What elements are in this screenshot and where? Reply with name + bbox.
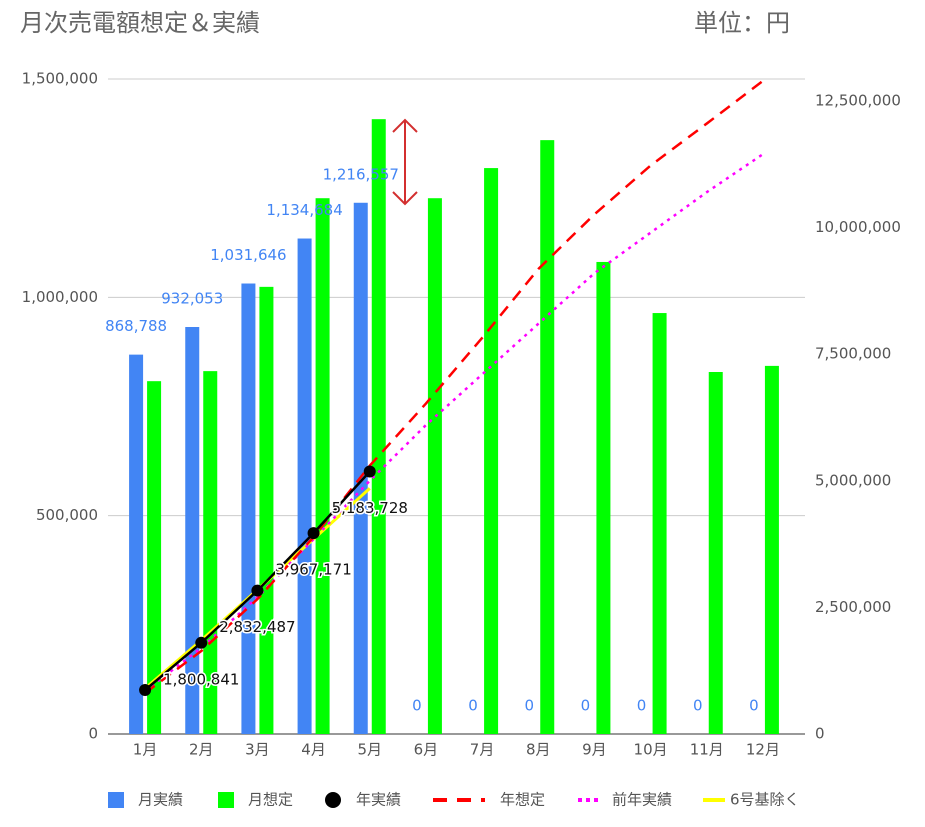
bar-value-label: 0	[581, 697, 591, 715]
bar	[427, 198, 442, 734]
bar-value-label: 1,031,646	[210, 246, 286, 264]
x-tick-label: 8月	[526, 741, 551, 759]
x-tick-label: 12月	[746, 741, 780, 759]
bar-value-label: 0	[468, 697, 478, 715]
y-tick-label: 1,500,000	[22, 70, 98, 88]
bar	[147, 381, 162, 734]
legend-label: 6号基除く	[730, 791, 800, 809]
bar-value-label: 932,053	[161, 290, 223, 308]
bar-value-label: 1,216,557	[323, 165, 399, 183]
line-value-label: 1,800,841	[163, 670, 239, 688]
legend-swatch	[108, 792, 124, 808]
unit-label: 単位：円	[694, 9, 790, 37]
grid: 0 500,000 1,000,000 1,500,000 0 2,500,000 5,00…	[22, 70, 901, 759]
y2-tick-label: 12,500,000	[815, 92, 901, 110]
x-tick-label: 5月	[357, 741, 382, 759]
line-marker	[251, 584, 264, 597]
line	[144, 79, 764, 695]
bar	[353, 202, 368, 734]
bar	[241, 283, 256, 734]
line-marker	[307, 527, 320, 540]
bar	[708, 372, 723, 734]
bar-value-label: 0	[524, 697, 534, 715]
bar	[540, 140, 555, 735]
chart-title: 月次売電額想定＆実績	[20, 9, 260, 37]
bar-value-label: 0	[693, 697, 703, 715]
line-marker	[363, 465, 376, 478]
bar	[315, 198, 330, 734]
x-tick-label: 6月	[414, 741, 439, 759]
bars	[129, 119, 779, 735]
y-tick-label: 1,000,000	[22, 288, 98, 306]
bar	[371, 119, 386, 734]
bar-value-label: 0	[412, 697, 422, 715]
x-tick-label: 4月	[301, 741, 326, 759]
bar-value-label: 0	[637, 697, 647, 715]
bar	[259, 286, 274, 734]
y2-tick-label: 2,500,000	[815, 598, 891, 616]
legend-label: 年想定	[500, 791, 545, 809]
legend-label: 月実績	[138, 791, 183, 809]
line-value-label: 3,967,171	[275, 561, 351, 579]
x-tick-label: 7月	[470, 741, 495, 759]
legend-label: 月想定	[248, 791, 293, 809]
y2-tick-label: 5,000,000	[815, 471, 891, 489]
bar	[185, 327, 200, 734]
legend-swatch	[218, 792, 234, 808]
y-tick-label: 0	[88, 725, 98, 743]
legend-swatch	[325, 792, 341, 808]
line-value-label: 2,832,487	[219, 618, 295, 636]
x-tick-label: 1月	[133, 741, 158, 759]
bar	[484, 168, 499, 734]
y2-tick-label: 7,500,000	[815, 345, 891, 363]
lines	[139, 79, 764, 697]
y-tick-label: 500,000	[36, 506, 98, 524]
y2-tick-label: 10,000,000	[815, 218, 901, 236]
bar	[652, 313, 667, 734]
bar	[129, 354, 144, 734]
x-tick-label: 3月	[245, 741, 270, 759]
bar	[764, 365, 779, 734]
legend-label: 前年実績	[612, 791, 672, 809]
x-tick-label: 9月	[582, 741, 607, 759]
legend-label: 年実績	[356, 791, 401, 809]
line	[144, 153, 764, 692]
bar-value-label: 1,134,684	[266, 201, 342, 219]
x-tick-label: 10月	[634, 741, 668, 759]
x-tick-label: 11月	[690, 741, 724, 759]
labels: 868,788 932,053 1,031,646 1,134,684 1,216,55…	[105, 165, 759, 714]
bar	[596, 261, 611, 734]
legend: 月実績 月想定 年実績 年想定 前年実績 6号基除く	[108, 791, 800, 809]
bar	[297, 238, 312, 735]
line-marker	[195, 636, 208, 649]
line-marker	[139, 684, 152, 697]
y2-tick-label: 0	[815, 725, 825, 743]
line-value-label: 5,183,728	[332, 499, 408, 517]
bar-value-label: 868,788	[105, 317, 167, 335]
x-tick-label: 2月	[189, 741, 214, 759]
bar-value-label: 0	[749, 697, 759, 715]
difference-arrow	[392, 118, 418, 206]
